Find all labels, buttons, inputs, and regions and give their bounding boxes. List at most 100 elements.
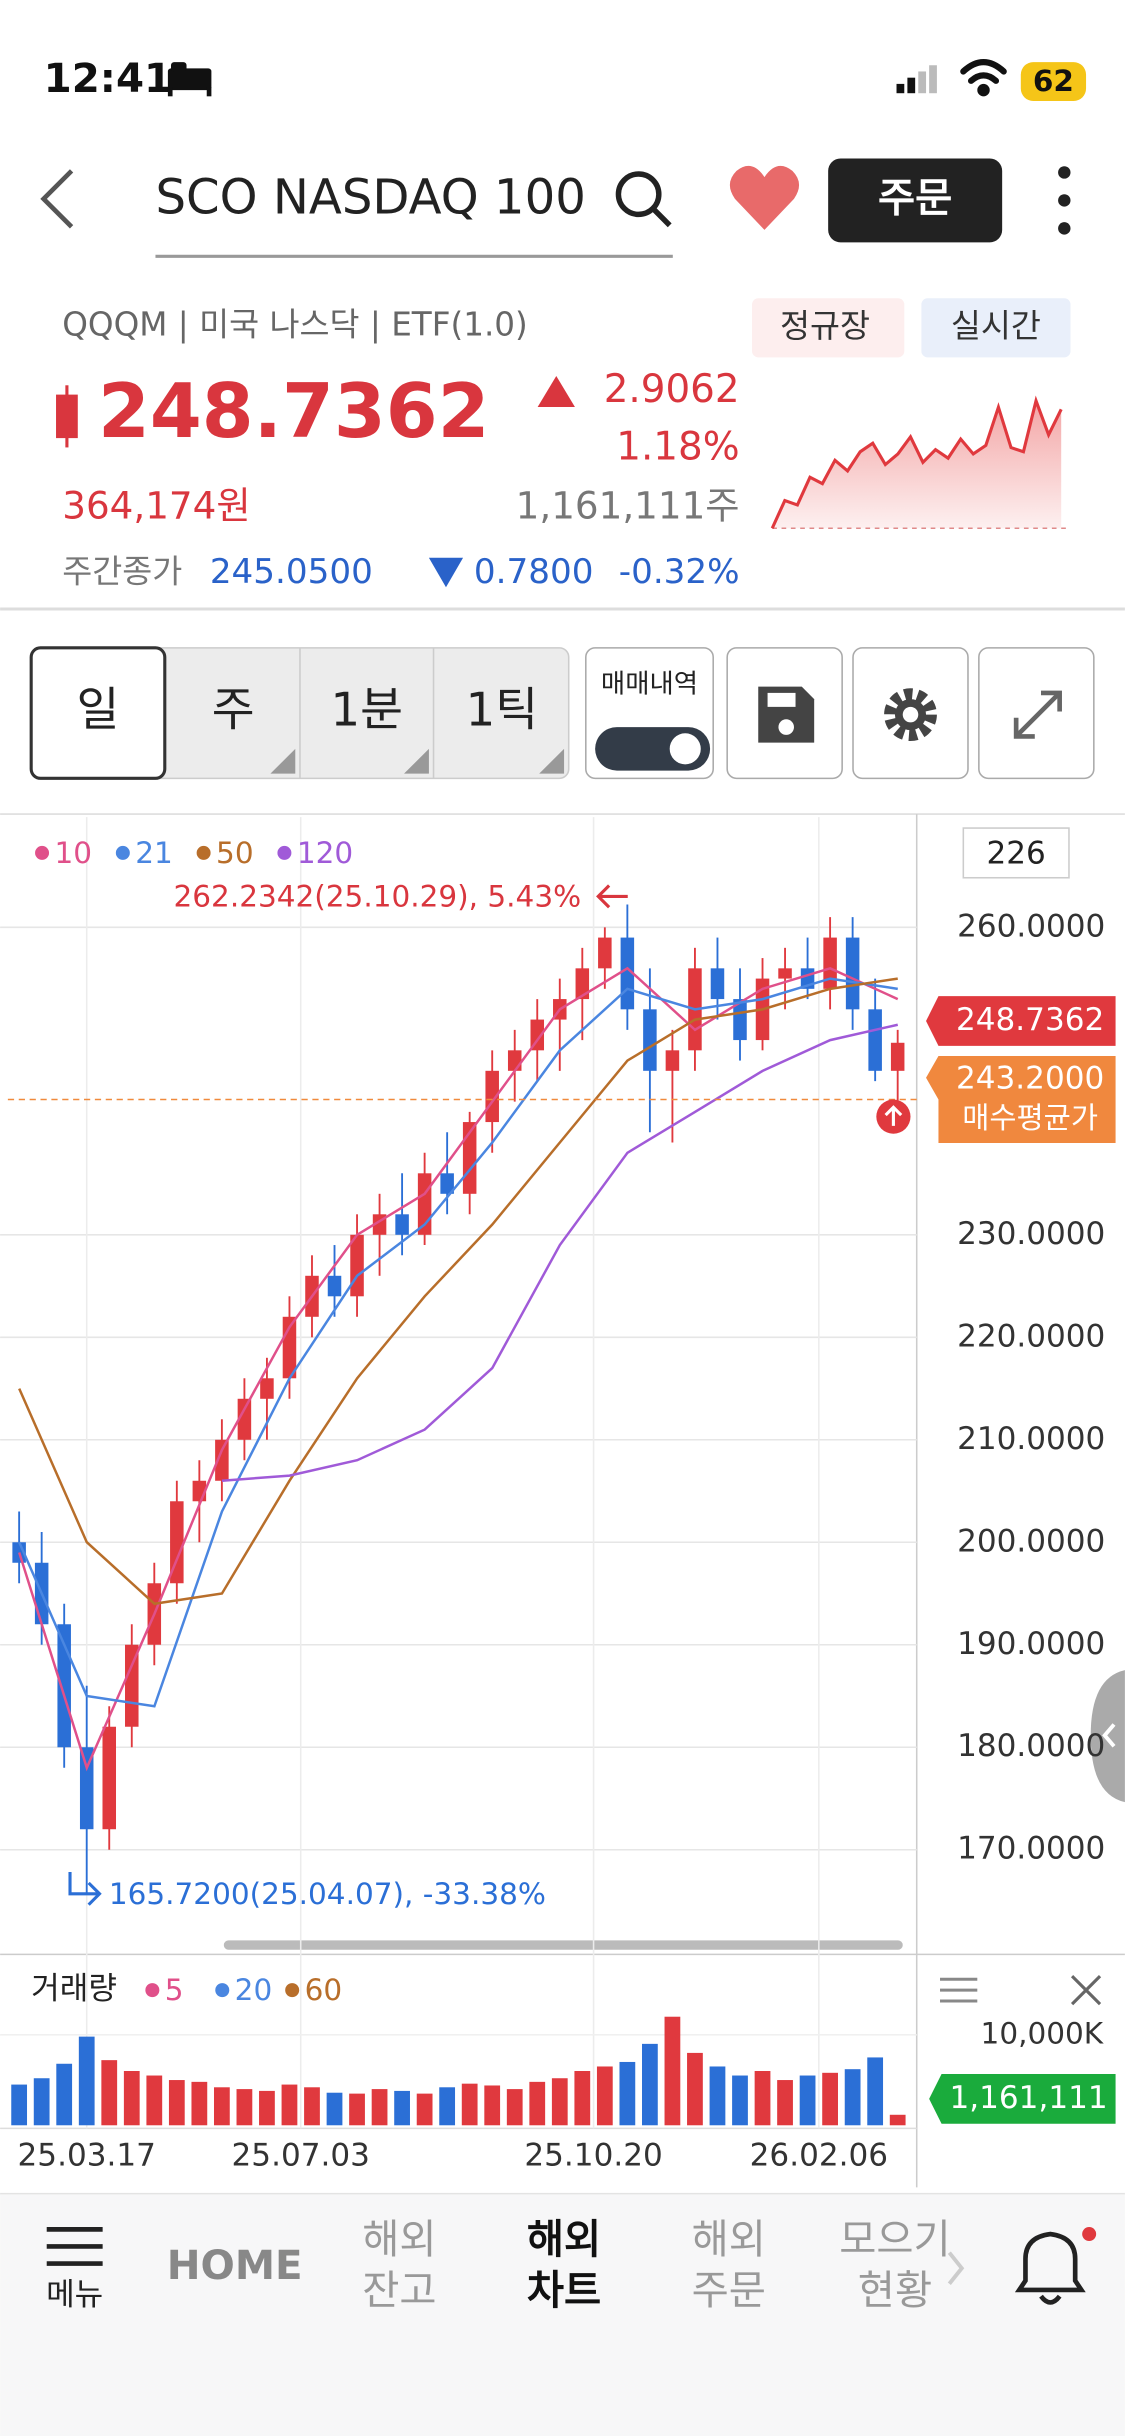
avg-price-name: 매수평균가 [962, 1101, 1098, 1135]
nav-item[interactable]: 잔고 [362, 2267, 436, 2314]
nav-item-active[interactable]: 차트 [527, 2267, 601, 2314]
volume-bar [371, 2089, 388, 2126]
volume-bar [754, 2071, 771, 2126]
volume-bar [33, 2078, 50, 2126]
legend-dot [285, 1983, 300, 1998]
trade-history-label[interactable]: 매매내역 [601, 669, 698, 700]
nav-item[interactable]: 메뉴 [46, 2277, 103, 2313]
price-change: 2.9062 [604, 367, 740, 412]
candle-body [327, 1275, 342, 1297]
candle-body [79, 1747, 94, 1830]
status-time: 12:41 [44, 55, 173, 102]
nav-item[interactable]: 주문 [692, 2267, 766, 2314]
nav-item[interactable]: 현황 [858, 2267, 932, 2314]
candle-body [643, 1009, 657, 1071]
bottom-nav [0, 2193, 1125, 2436]
x-tick-label: 25.03.17 [18, 2137, 156, 2173]
volume-bar [529, 2081, 546, 2126]
legend-label: 50 [216, 836, 254, 870]
legend-label: 20 [235, 1973, 273, 2007]
tag-label: 실시간 [951, 307, 1041, 345]
candle-body [440, 1173, 454, 1194]
trade-volume: 1,161,111주 [516, 484, 740, 528]
nav-item[interactable]: 해외 [362, 2216, 436, 2263]
price-marker [56, 394, 78, 439]
candle-body [395, 1214, 409, 1235]
volume-bar [664, 2016, 681, 2126]
battery [1020, 62, 1087, 101]
back-button[interactable] [40, 169, 74, 229]
price-change-rate: 1.18% [616, 424, 739, 469]
favorite-heart[interactable] [729, 165, 800, 230]
candle-body [598, 937, 612, 969]
y-tick-label: 230.0000 [957, 1216, 1105, 1252]
order-button[interactable] [828, 158, 1003, 243]
notification-bell[interactable] [1014, 2227, 1097, 2305]
period-box-label[interactable]: 226 [986, 835, 1045, 871]
search-icon[interactable] [615, 171, 672, 228]
candle-body [665, 1050, 680, 1071]
volume-bar [551, 2078, 568, 2126]
market-info: QQQM | 미국 나스닥 | ETF(1.0) [62, 305, 528, 343]
nav-item[interactable]: 모으기 [839, 2216, 950, 2263]
volume-bar [484, 2085, 501, 2126]
nav-more[interactable] [947, 2251, 965, 2285]
moving-average [221, 1023, 899, 1482]
legend-dot [145, 1983, 160, 1998]
volume-bar [574, 2071, 591, 2126]
volume-bar [394, 2090, 410, 2126]
nav-item-active[interactable]: 해외 [527, 2216, 601, 2263]
volume-bar [123, 2071, 140, 2126]
period-button[interactable]: 일 [77, 683, 120, 737]
more-menu[interactable] [1058, 166, 1071, 235]
period-button[interactable]: 1틱 [466, 683, 539, 737]
menu-icon[interactable] [46, 2227, 103, 2266]
legend-dot [196, 845, 211, 860]
avg-price-label: 243.2000 [956, 1060, 1104, 1096]
period-button[interactable]: 1분 [330, 683, 403, 737]
wifi-icon [960, 59, 1007, 97]
signal-icon [896, 65, 937, 94]
candle-body [102, 1726, 117, 1830]
high-annotation: 262.2342(25.10.29), 5.43% [174, 879, 582, 913]
period-selected[interactable] [29, 646, 167, 780]
volume-bar [799, 2075, 816, 2126]
volume-menu-icon[interactable] [940, 1977, 978, 2003]
volume-bar [78, 2036, 95, 2126]
volume-bar [56, 2063, 73, 2126]
y-tick-label: 170.0000 [957, 1831, 1105, 1867]
volume-bar [889, 2114, 906, 2126]
x-tick-label: 25.07.03 [232, 2137, 370, 2173]
candle-body [237, 1398, 252, 1440]
last-price-box [926, 996, 1116, 1046]
candle-body [778, 968, 792, 979]
candle-body [260, 1378, 274, 1399]
volume-close-icon[interactable] [1070, 1975, 1102, 2006]
volume-bar [326, 2092, 343, 2126]
tag [752, 298, 905, 358]
candle-body [823, 937, 837, 989]
night-label: 주간종가 [62, 552, 182, 590]
volume-bar [281, 2084, 298, 2126]
night-price: 245.0500 [210, 552, 373, 592]
nav-item[interactable]: 해외 [692, 2216, 766, 2263]
low-arrow [68, 1872, 102, 1906]
candle-body [170, 1501, 184, 1584]
tag [921, 298, 1071, 358]
volume-bar [439, 2087, 456, 2126]
period-box[interactable] [962, 827, 1070, 879]
last-price-label: 248.7362 [956, 1002, 1104, 1038]
search-text[interactable]: SCO NASDAQ 100 [155, 169, 585, 225]
candle-body [733, 999, 747, 1041]
candle-body [485, 1070, 499, 1123]
current-price: 248.7362 [98, 368, 489, 455]
nav-item[interactable]: HOME [167, 2242, 303, 2289]
volume-bar [349, 2093, 365, 2126]
order-button-label[interactable]: 주문 [878, 174, 952, 221]
legend-label: 10 [54, 836, 92, 870]
x-tick-label: 26.02.06 [750, 2137, 888, 2173]
avg-price-box [926, 1056, 1116, 1144]
volume-last-box [929, 2074, 1116, 2124]
period-button[interactable]: 주 [212, 683, 255, 737]
